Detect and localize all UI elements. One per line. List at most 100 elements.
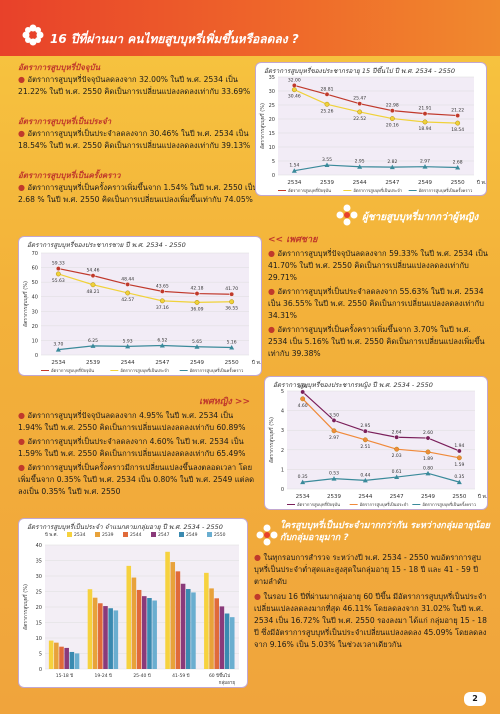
x-tick-label: 2534: [296, 494, 310, 500]
y-tick-label: 1: [281, 467, 284, 473]
bar: [165, 551, 170, 669]
x-axis-label: ปี พ.ศ.: [251, 359, 262, 366]
chart-total-population: อัตราการสูบบุหรี่ของประชากรอายุ 15 ปีขึ้…: [255, 62, 487, 196]
data-label: 5.93: [123, 338, 133, 344]
x-tick-label: 25-40 ปี: [133, 673, 151, 679]
data-label: 1.54: [289, 163, 299, 169]
legend-label: 2534: [74, 532, 86, 538]
x-tick-label: 41-59 ปี: [172, 673, 190, 679]
female-p3: ● อัตราการสูบบุหรี่เป็นครั้งคราวมีการเปล…: [18, 462, 258, 498]
bullet-icon: ●: [18, 411, 28, 420]
legend-label: 2549: [186, 532, 198, 538]
data-point: [229, 344, 235, 350]
bar: [142, 596, 147, 669]
data-label: 28.81: [321, 86, 334, 92]
intro-regular: อัตราการสูบบุหรี่เป็นประจำ ● อัตราการสูบ…: [18, 116, 258, 152]
chart-svg: 0 5 10 15 20 25 30 35 2534 2539 2544 2547 2549 2550 ปี…: [259, 75, 486, 194]
data-label: 20.16: [386, 123, 399, 129]
data-point: [456, 479, 462, 485]
data-point: [159, 342, 165, 348]
data-label: 43.65: [156, 283, 169, 289]
daily-heading: อัตราการสูบบุหรี่ปัจจุบัน: [18, 63, 101, 72]
flower-icon: [256, 524, 278, 546]
data-label: 3.55: [322, 157, 332, 163]
legend-label: อัตราการสูบบุหรี่เป็นประจำ: [360, 501, 409, 508]
bar: [204, 572, 209, 669]
data-label: 0.80: [423, 465, 433, 471]
legend-swatch: [179, 532, 184, 537]
legend-label: อัตราการสูบบุหรี่เป็นครั้งคราว: [419, 187, 473, 194]
data-label: 22.52: [353, 116, 366, 122]
male-p2: ● อัตราการสูบบุหรี่เป็นประจำลดลงจาก 55.6…: [268, 286, 490, 322]
data-point: [422, 111, 428, 117]
page-number: 2: [464, 692, 486, 706]
bar: [219, 606, 225, 669]
x-tick-label: 2544: [121, 360, 135, 366]
legend-swatch: [151, 532, 156, 537]
bar: [224, 613, 230, 669]
bullet-icon: ●: [254, 553, 264, 562]
data-point: [90, 282, 96, 288]
bar: [64, 647, 69, 669]
y-tick-label: 20: [36, 605, 42, 611]
data-point: [455, 120, 461, 126]
bullet-icon: ●: [268, 325, 278, 334]
x-axis-label: กลุ่มอายุ: [219, 680, 236, 686]
data-point: [55, 271, 61, 277]
x-tick-label: 60 ปีขึ้นไป: [209, 672, 230, 679]
bar: [147, 598, 152, 669]
data-point: [357, 101, 363, 107]
age-p1: ● ในทุกรอบการสำรวจ ระหว่างปี พ.ศ. 2534 -…: [254, 552, 490, 588]
chart-title: อัตราการสูบบุหรี่ของประชากรหญิง ปี พ.ศ. …: [273, 381, 433, 389]
bar: [180, 583, 186, 669]
female-p2: ● อัตราการสูบบุหรี่เป็นประจำลดลงจาก 4.60…: [18, 436, 258, 460]
data-label: 2.97: [420, 159, 430, 165]
data-label: 2.51: [360, 444, 370, 450]
y-tick-label: 2: [281, 448, 284, 454]
bullet-icon: ●: [18, 183, 28, 192]
x-axis-label: ปี พ.ศ.: [477, 493, 488, 500]
legend-label: อัตราการสูบบุหรี่เป็นประจำ: [353, 187, 402, 194]
bar: [48, 640, 54, 669]
y-tick-label: 25: [36, 590, 42, 596]
x-tick-label: 2539: [86, 360, 100, 366]
y-axis-label: อัตราการสูบบุหรี่ (%): [268, 417, 275, 463]
data-label: 3.70: [53, 342, 63, 348]
regular-paragraph: อัตราการสูบบุหรี่เป็นประจำลดลงจาก 30.46%…: [18, 129, 251, 150]
x-tick-label: 2539: [327, 494, 341, 500]
data-point: [422, 119, 428, 125]
y-tick-label: 0: [39, 667, 42, 673]
bullet-icon: ●: [18, 463, 28, 472]
data-label: 41.70: [225, 286, 238, 292]
x-tick-label: 2534: [287, 180, 301, 186]
legend-label: 2539: [102, 532, 114, 538]
chart-svg: 0 5 10 15 20 25 30 35 40 อัตราการสูบบุหรี่ (%) ปี …: [22, 532, 239, 686]
female-p1: ● อัตราการสูบบุหรี่ปัจจุบันลดลงจาก 4.95%…: [18, 410, 258, 434]
legend-label: อัตราการสูบบุหรี่เป็นประจำ: [120, 367, 169, 374]
data-point: [291, 82, 297, 88]
y-tick-label: 5: [39, 652, 42, 658]
legend-swatch: [123, 532, 128, 537]
y-axis-label: อัตราการสูบบุหรี่ (%): [22, 584, 29, 630]
data-label: 0.53: [329, 471, 339, 477]
data-point: [90, 273, 96, 279]
data-label: 2.68: [453, 159, 463, 165]
male-paragraph: อัตราการสูบบุหรี่เป็นประจำลดลงจาก 55.63%…: [268, 287, 484, 320]
male-paragraph: อัตราการสูบบุหรี่เป็นครั้งคราวเพิ่มขึ้นจ…: [268, 325, 485, 358]
data-label: 54.46: [87, 268, 100, 274]
bullet-icon: ●: [268, 287, 278, 296]
male-text: << เพศชาย ● อัตราการสูบบุหรี่ปัจจุบันลดล…: [268, 234, 490, 360]
data-label: 2.03: [392, 453, 402, 459]
bar: [113, 610, 119, 669]
data-point: [324, 162, 330, 168]
data-label: 0.35: [298, 474, 308, 480]
y-tick-label: 25: [269, 103, 275, 109]
y-tick-label: 30: [269, 89, 275, 95]
male-p3: ● อัตราการสูบบุหรี่เป็นครั้งคราวเพิ่มขึ้…: [268, 324, 490, 360]
data-point: [324, 91, 330, 97]
legend-label: อัตราการสูบบุหรี่ปัจจุบัน: [51, 367, 94, 374]
data-point: [425, 435, 431, 441]
y-tick-label: 35: [36, 559, 42, 565]
daily-paragraph: อัตราการสูบบุหรี่ปัจจุบันลดลงจาก 32.00% …: [18, 75, 251, 96]
bar: [191, 592, 196, 669]
